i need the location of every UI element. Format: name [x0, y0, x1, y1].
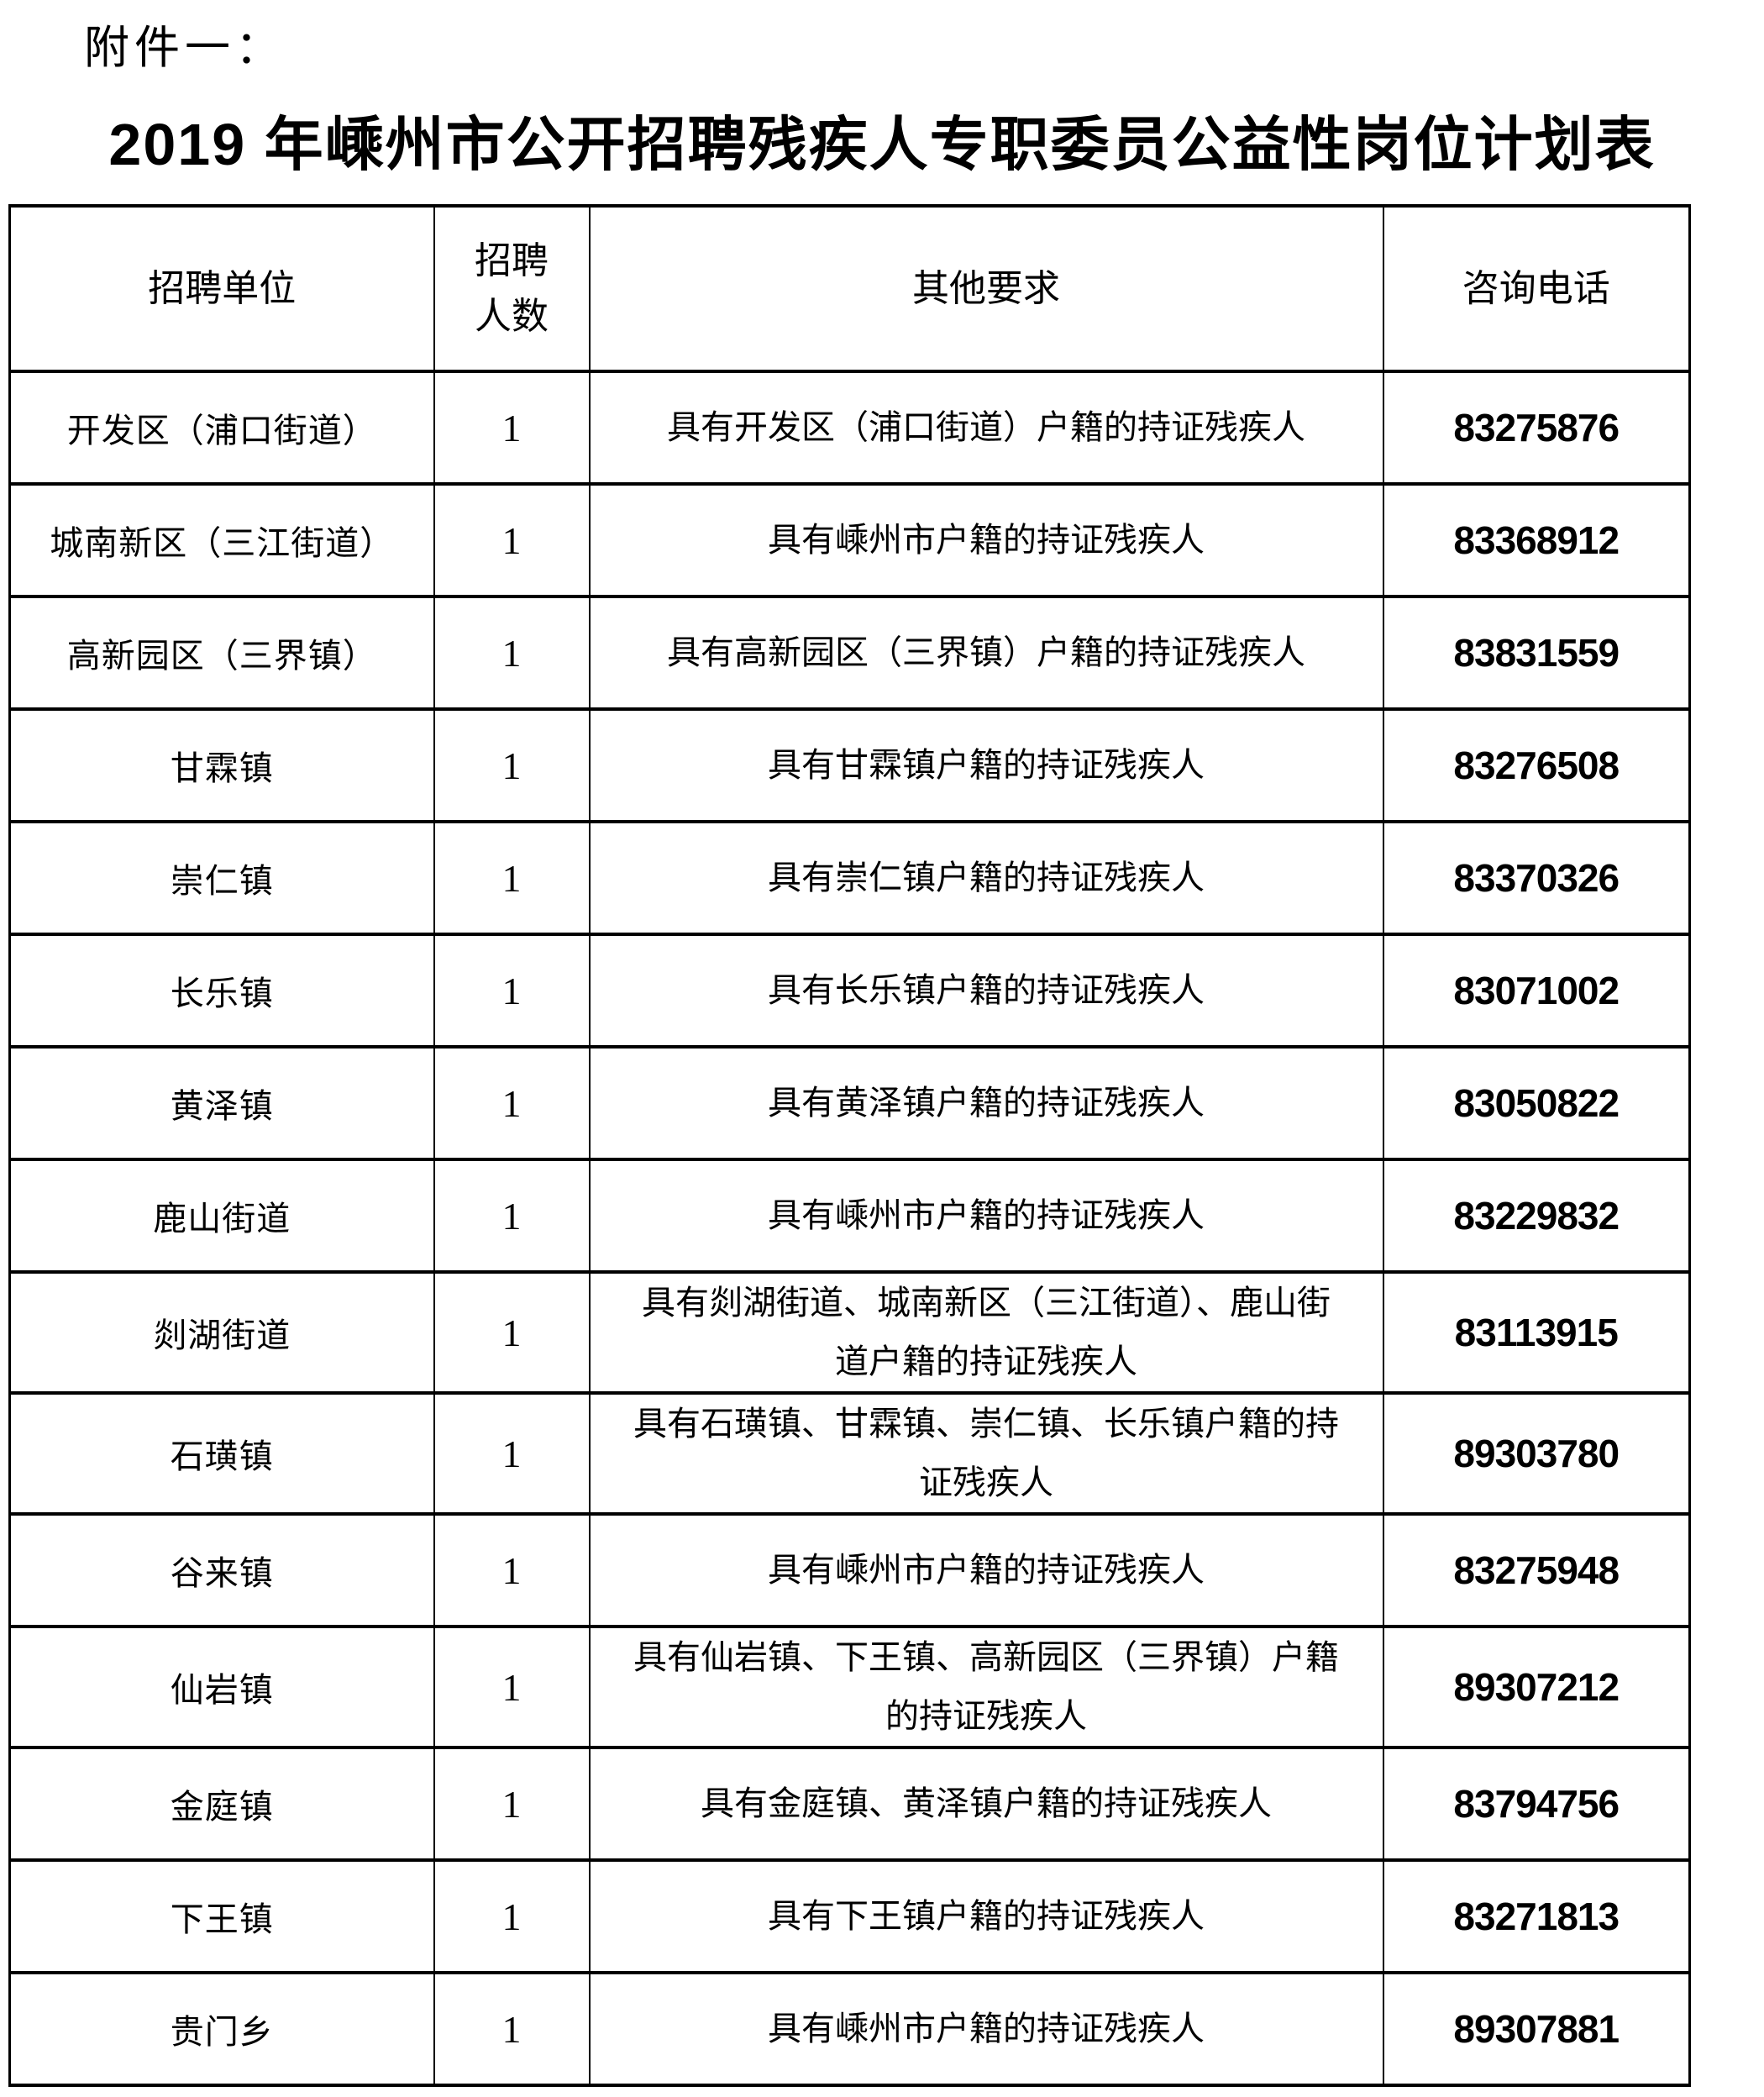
- cell-other-requirements: 具有高新园区（三界镇）户籍的持证残疾人: [588, 595, 1384, 712]
- cell-recruiting-unit: 鹿山街道: [8, 1158, 435, 1274]
- table-row: 黄泽镇 1 具有黄泽镇户籍的持证残疾人 83050822: [8, 1045, 1691, 1162]
- cell-recruiting-unit: 贵门乡: [8, 1971, 435, 2088]
- cell-headcount: 1: [433, 707, 591, 824]
- cell-inquiry-phone: 83050822: [1382, 1045, 1691, 1162]
- table-row: 石璜镇 1 具有石璜镇、甘霖镇、崇仁镇、长乐镇户籍的持证残疾人 89303780: [8, 1391, 1691, 1516]
- table-row: 剡湖街道 1 具有剡湖街道、城南新区（三江街道）、鹿山街道户籍的持证残疾人 83…: [8, 1270, 1691, 1395]
- cell-headcount: 1: [433, 933, 591, 1049]
- cell-other-requirements: 具有下王镇户籍的持证残疾人: [588, 1858, 1384, 1975]
- cell-inquiry-phone: 89303780: [1382, 1391, 1691, 1516]
- cell-recruiting-unit: 石璜镇: [8, 1391, 435, 1516]
- cell-other-requirements: 具有黄泽镇户籍的持证残疾人: [588, 1045, 1384, 1162]
- cell-other-requirements: 具有石璜镇、甘霖镇、崇仁镇、长乐镇户籍的持证残疾人: [588, 1391, 1384, 1516]
- cell-headcount: 1: [433, 1512, 591, 1629]
- cell-headcount: 1: [433, 370, 591, 486]
- page-title: 2019 年嵊州市公开招聘残疾人专职委员公益性岗位计划表: [108, 112, 1656, 178]
- cell-inquiry-phone: 89307881: [1382, 1971, 1691, 2088]
- cell-recruiting-unit: 下王镇: [8, 1858, 435, 1975]
- cell-inquiry-phone: 83275948: [1382, 1512, 1691, 1629]
- cell-recruiting-unit: 金庭镇: [8, 1746, 435, 1863]
- cell-other-requirements: 具有甘霖镇户籍的持证残疾人: [588, 707, 1384, 824]
- header-other-requirements: 其他要求: [588, 204, 1384, 374]
- cell-recruiting-unit: 剡湖街道: [8, 1270, 435, 1395]
- cell-recruiting-unit: 谷来镇: [8, 1512, 435, 1629]
- cell-inquiry-phone: 83113915: [1382, 1270, 1691, 1395]
- cell-inquiry-phone: 83794756: [1382, 1746, 1691, 1863]
- cell-headcount: 1: [433, 820, 591, 937]
- table-row: 崇仁镇 1 具有崇仁镇户籍的持证残疾人 83370326: [8, 820, 1691, 937]
- cell-other-requirements: 具有仙岩镇、下王镇、高新园区（三界镇）户籍的持证残疾人: [588, 1625, 1384, 1750]
- table-row: 下王镇 1 具有下王镇户籍的持证残疾人 83271813: [8, 1858, 1691, 1975]
- cell-other-requirements: 具有嵊州市户籍的持证残疾人: [588, 1512, 1384, 1629]
- cell-recruiting-unit: 城南新区（三江街道）: [8, 482, 435, 599]
- cell-headcount: 1: [433, 1625, 591, 1750]
- cell-headcount: 1: [433, 1971, 591, 2088]
- cell-headcount: 1: [433, 482, 591, 599]
- cell-inquiry-phone: 83275876: [1382, 370, 1691, 486]
- cell-other-requirements: 具有嵊州市户籍的持证残疾人: [588, 482, 1384, 599]
- table-row: 甘霖镇 1 具有甘霖镇户籍的持证残疾人 83276508: [8, 707, 1691, 824]
- cell-other-requirements: 具有开发区（浦口街道）户籍的持证残疾人: [588, 370, 1384, 486]
- table-row: 贵门乡 1 具有嵊州市户籍的持证残疾人 89307881: [8, 1971, 1691, 2088]
- cell-other-requirements: 具有金庭镇、黄泽镇户籍的持证残疾人: [588, 1746, 1384, 1863]
- attachment-label: 附件一：: [84, 23, 286, 73]
- cell-other-requirements: 具有剡湖街道、城南新区（三江街道）、鹿山街道户籍的持证残疾人: [588, 1270, 1384, 1395]
- cell-headcount: 1: [433, 1158, 591, 1274]
- table-row: 谷来镇 1 具有嵊州市户籍的持证残疾人 83275948: [8, 1512, 1691, 1629]
- cell-headcount: 1: [433, 1746, 591, 1863]
- cell-inquiry-phone: 83276508: [1382, 707, 1691, 824]
- cell-inquiry-phone: 83271813: [1382, 1858, 1691, 1975]
- cell-recruiting-unit: 开发区（浦口街道）: [8, 370, 435, 486]
- table-row: 高新园区（三界镇） 1 具有高新园区（三界镇）户籍的持证残疾人 83831559: [8, 595, 1691, 712]
- cell-other-requirements: 具有崇仁镇户籍的持证残疾人: [588, 820, 1384, 937]
- cell-headcount: 1: [433, 1391, 591, 1516]
- cell-other-requirements: 具有嵊州市户籍的持证残疾人: [588, 1971, 1384, 2088]
- cell-headcount: 1: [433, 1858, 591, 1975]
- cell-recruiting-unit: 黄泽镇: [8, 1045, 435, 1162]
- cell-inquiry-phone: 89307212: [1382, 1625, 1691, 1750]
- table-row: 长乐镇 1 具有长乐镇户籍的持证残疾人 83071002: [8, 933, 1691, 1049]
- table-row: 城南新区（三江街道） 1 具有嵊州市户籍的持证残疾人 83368912: [8, 482, 1691, 599]
- cell-inquiry-phone: 83229832: [1382, 1158, 1691, 1274]
- cell-headcount: 1: [433, 595, 591, 712]
- cell-recruiting-unit: 高新园区（三界镇）: [8, 595, 435, 712]
- header-recruiting-unit: 招聘单位: [8, 204, 435, 374]
- header-inquiry-phone: 咨询电话: [1382, 204, 1691, 374]
- cell-inquiry-phone: 83831559: [1382, 595, 1691, 712]
- table-row: 开发区（浦口街道） 1 具有开发区（浦口街道）户籍的持证残疾人 83275876: [8, 370, 1691, 486]
- cell-recruiting-unit: 仙岩镇: [8, 1625, 435, 1750]
- cell-recruiting-unit: 甘霖镇: [8, 707, 435, 824]
- cell-other-requirements: 具有长乐镇户籍的持证残疾人: [588, 933, 1384, 1049]
- header-row: 招聘单位 招聘人数 其他要求 咨询电话: [8, 204, 1691, 374]
- cell-recruiting-unit: 崇仁镇: [8, 820, 435, 937]
- table-body: 开发区（浦口街道） 1 具有开发区（浦口街道）户籍的持证残疾人 83275876…: [8, 370, 1691, 2088]
- cell-inquiry-phone: 83071002: [1382, 933, 1691, 1049]
- table-row: 金庭镇 1 具有金庭镇、黄泽镇户籍的持证残疾人 83794756: [8, 1746, 1691, 1863]
- cell-headcount: 1: [433, 1045, 591, 1162]
- recruitment-plan-table: 招聘单位 招聘人数 其他要求 咨询电话 开发区（浦口街道） 1 具有开发区（浦口…: [8, 204, 1691, 2088]
- header-headcount: 招聘人数: [433, 204, 591, 374]
- cell-inquiry-phone: 83370326: [1382, 820, 1691, 937]
- table-row: 仙岩镇 1 具有仙岩镇、下王镇、高新园区（三界镇）户籍的持证残疾人 893072…: [8, 1625, 1691, 1750]
- table-row: 鹿山街道 1 具有嵊州市户籍的持证残疾人 83229832: [8, 1158, 1691, 1274]
- table-header: 招聘单位 招聘人数 其他要求 咨询电话: [8, 204, 1691, 374]
- cell-other-requirements: 具有嵊州市户籍的持证残疾人: [588, 1158, 1384, 1274]
- cell-recruiting-unit: 长乐镇: [8, 933, 435, 1049]
- cell-inquiry-phone: 83368912: [1382, 482, 1691, 599]
- cell-headcount: 1: [433, 1270, 591, 1395]
